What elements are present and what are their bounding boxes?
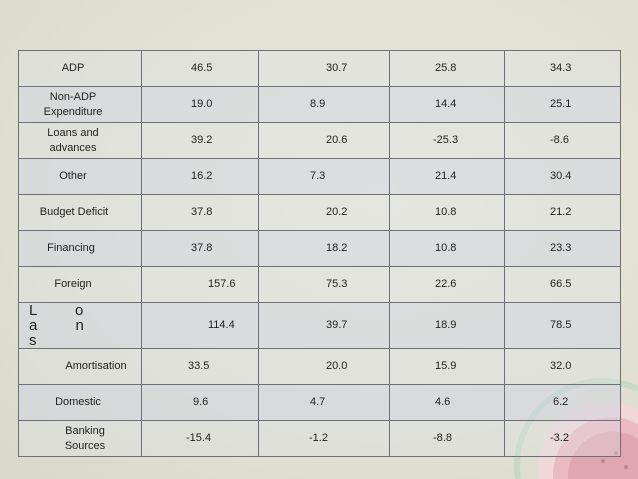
table-cell: 20.6 xyxy=(258,122,390,159)
table-cell: 14.4 xyxy=(389,86,505,123)
table-cell: 10.8 xyxy=(389,194,505,231)
table-row: Other 16.2 7.3 21.4 30.4 xyxy=(18,158,621,195)
table-cell: -15.4 xyxy=(141,420,259,457)
row-label: Financing xyxy=(18,230,142,267)
table-cell: 7.3 xyxy=(258,158,390,195)
row-label: Foreign xyxy=(18,266,142,303)
table-row: Amortisation 33.5 20.0 15.9 32.0 xyxy=(18,348,621,385)
table-cell: 78.5 xyxy=(504,302,621,349)
table-cell: -3.2 xyxy=(504,420,621,457)
table-cell: 21.4 xyxy=(389,158,505,195)
row-label: Other xyxy=(18,158,142,195)
table-cell: 18.2 xyxy=(258,230,390,267)
budget-table: ADP 46.5 30.7 25.8 34.3 Non-ADP Expendit… xyxy=(18,50,621,457)
table-cell: 25.8 xyxy=(389,50,505,87)
table-cell: 15.9 xyxy=(389,348,505,385)
row-label: Non-ADP Expenditure xyxy=(18,86,142,123)
table-cell: 20.2 xyxy=(258,194,390,231)
table-cell: 4.7 xyxy=(258,384,390,421)
table-row: Non-ADP Expenditure 19.0 8.9 14.4 25.1 xyxy=(18,86,621,123)
table-cell: 39.2 xyxy=(141,122,259,159)
table-row: ADP 46.5 30.7 25.8 34.3 xyxy=(18,50,621,87)
table-cell: 37.8 xyxy=(141,230,259,267)
row-label: Banking Sources xyxy=(18,420,142,457)
table-cell: 33.5 xyxy=(141,348,259,385)
table-cell: 25.1 xyxy=(504,86,621,123)
table-cell: 39.7 xyxy=(258,302,390,349)
table-row: Domestic 9.6 4.7 4.6 6.2 xyxy=(18,384,621,421)
table-cell: 30.7 xyxy=(258,50,390,87)
table-cell: 16.2 xyxy=(141,158,259,195)
table-cell: 46.5 xyxy=(141,50,259,87)
table-cell: -1.2 xyxy=(258,420,390,457)
table-cell: 34.3 xyxy=(504,50,621,87)
table-cell: 23.3 xyxy=(504,230,621,267)
table-cell: 10.8 xyxy=(389,230,505,267)
table-cell: 37.8 xyxy=(141,194,259,231)
table-row: Loans and advances 39.2 20.6 -25.3 -8.6 xyxy=(18,122,621,159)
table-cell: -8.8 xyxy=(389,420,505,457)
row-label-loans: L o a n s xyxy=(18,302,142,349)
table-cell: 19.0 xyxy=(141,86,259,123)
table-cell: -25.3 xyxy=(389,122,505,159)
table-row: Banking Sources -15.4 -1.2 -8.8 -3.2 xyxy=(18,420,621,457)
row-label: Loans and advances xyxy=(18,122,142,159)
table-cell: 75.3 xyxy=(258,266,390,303)
row-label: Domestic xyxy=(18,384,142,421)
table-row: Foreign 157.6 75.3 22.6 66.5 xyxy=(18,266,621,303)
table-cell: 22.6 xyxy=(389,266,505,303)
table-cell: 9.6 xyxy=(141,384,259,421)
table-cell: -8.6 xyxy=(504,122,621,159)
table-cell: 30.4 xyxy=(504,158,621,195)
table-row: L o a n s 114.4 39.7 18.9 78.5 xyxy=(18,302,621,349)
table-cell: 157.6 xyxy=(141,266,259,303)
table-cell: 18.9 xyxy=(389,302,505,349)
row-label: Amortisation xyxy=(18,348,142,385)
table-cell: 66.5 xyxy=(504,266,621,303)
table-cell: 114.4 xyxy=(141,302,259,349)
table-cell: 8.9 xyxy=(258,86,390,123)
table-row: Financing 37.8 18.2 10.8 23.3 xyxy=(18,230,621,267)
table-cell: 20.0 xyxy=(258,348,390,385)
row-label: ADP xyxy=(18,50,142,87)
table-cell: 4.6 xyxy=(389,384,505,421)
table-row: Budget Deficit 37.8 20.2 10.8 21.2 xyxy=(18,194,621,231)
table-cell: 32.0 xyxy=(504,348,621,385)
table-cell: 6.2 xyxy=(504,384,621,421)
row-label: Budget Deficit xyxy=(18,194,142,231)
table-cell: 21.2 xyxy=(504,194,621,231)
